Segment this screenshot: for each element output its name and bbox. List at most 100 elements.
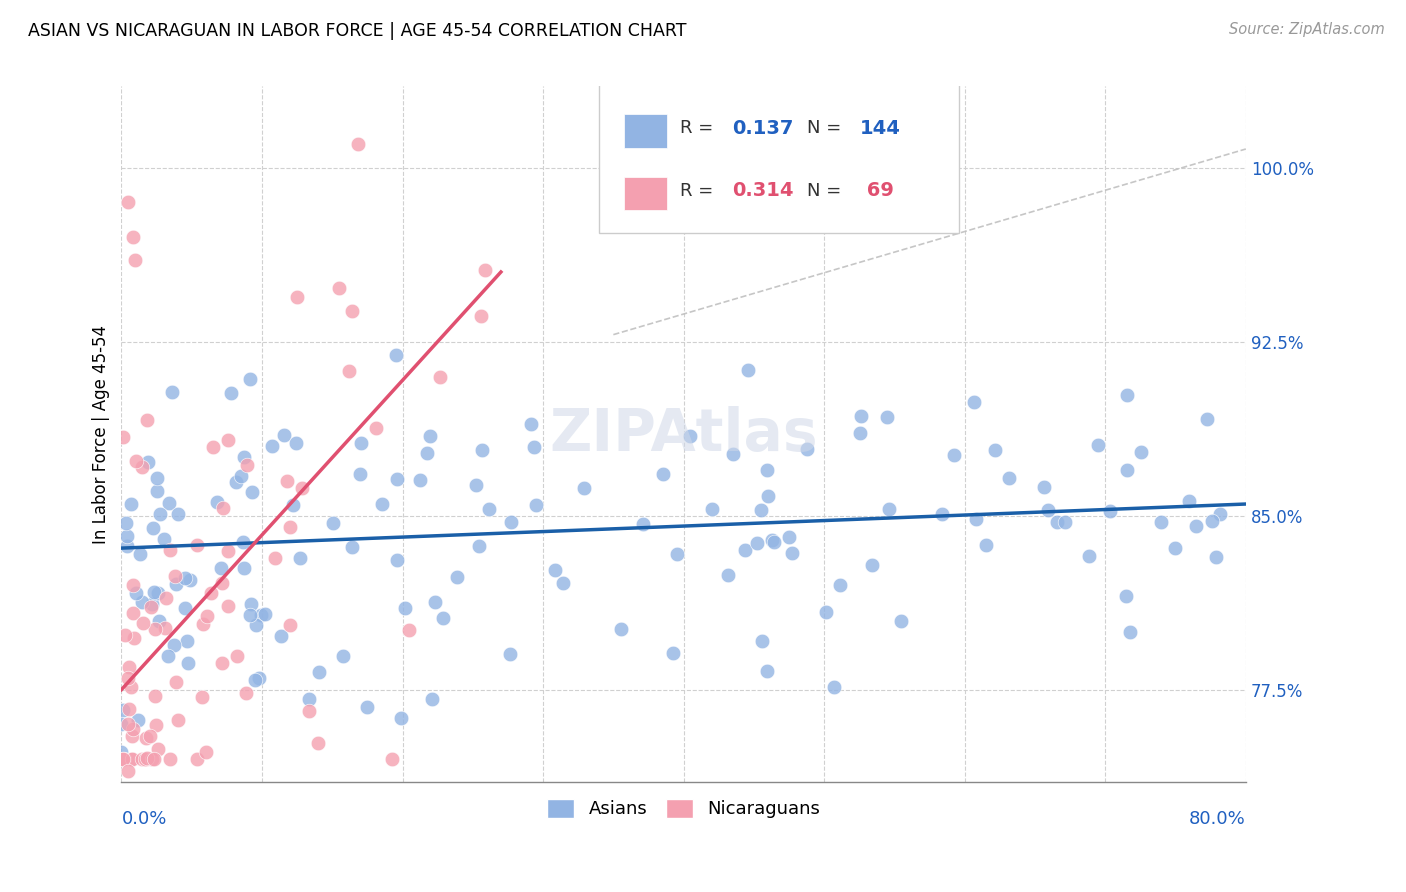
Point [965,511,987,525]
Point [239,608,262,623]
Point [291,481,314,495]
Point [1150,515,1173,529]
Point [191,617,214,632]
Point [717,567,740,582]
Point [110,717,132,731]
Point [1119,624,1142,639]
FancyBboxPatch shape [624,114,666,147]
Point [633,516,655,531]
Point [350,436,373,450]
Point [984,443,1007,458]
Text: 0.137: 0.137 [733,119,793,137]
Point [117,717,139,731]
Point [149,507,172,521]
Point [262,439,284,453]
Point [468,539,491,553]
Point [231,469,253,483]
Point [134,752,156,766]
Point [1098,504,1121,518]
Text: 0.314: 0.314 [733,181,793,201]
Point [474,263,496,277]
Point [132,615,155,630]
Point [276,474,298,488]
Point [177,657,200,671]
Point [446,570,468,584]
Point [129,547,152,561]
Text: ASIAN VS NICARAGUAN IN LABOR FORCE | AGE 45-54 CORRELATION CHART: ASIAN VS NICARAGUAN IN LABOR FORCE | AGE… [28,22,686,40]
Point [205,495,228,509]
Point [371,497,394,511]
Point [394,601,416,615]
Point [115,539,138,553]
Y-axis label: In Labor Force | Age 45-54: In Labor Force | Age 45-54 [93,325,110,544]
Point [211,575,233,590]
Point [498,647,520,661]
Text: 0.0%: 0.0% [121,810,167,829]
Point [1129,445,1152,459]
Point [148,586,170,600]
Point [120,680,142,694]
Text: N =: N = [807,182,848,200]
Point [761,533,783,547]
Point [737,363,759,377]
Point [136,413,159,427]
Point [124,253,146,268]
Point [159,752,181,766]
Point [734,542,756,557]
Point [157,648,180,663]
Point [117,764,139,778]
Point [122,722,145,736]
Point [110,745,132,759]
Point [876,409,898,424]
Legend: Asians, Nicaraguans: Asians, Nicaraguans [540,792,827,826]
Text: 69: 69 [860,181,894,201]
Point [236,458,259,472]
Point [652,467,675,482]
Point [974,537,997,551]
Point [131,459,153,474]
Point [471,442,494,457]
Point [1201,514,1223,528]
Point [165,675,187,690]
Point [200,585,222,599]
Point [1046,516,1069,530]
Point [145,483,167,498]
Point [118,702,141,716]
Point [111,752,134,766]
Point [398,623,420,637]
Point [121,606,143,620]
Point [159,543,181,558]
Point [121,230,143,244]
Point [1178,493,1201,508]
Point [849,426,872,441]
Point [543,563,565,577]
Point [387,553,409,567]
Point [381,752,404,766]
Point [890,614,912,628]
Point [796,442,818,457]
Point [179,573,201,587]
Point [121,752,143,766]
Point [121,752,143,766]
Point [307,736,329,750]
Point [152,532,174,546]
Point [278,520,301,534]
Point [963,395,986,409]
Point [270,629,292,643]
Point [136,751,159,765]
Point [308,665,330,680]
Point [1038,502,1060,516]
Point [943,448,966,462]
Point [389,711,412,725]
Point [211,656,233,670]
Point [1164,541,1187,555]
Point [247,671,270,685]
Point [665,547,688,561]
Point [416,446,439,460]
Point [523,440,546,454]
Point [117,195,139,210]
Text: R =: R = [681,120,720,137]
FancyBboxPatch shape [599,83,959,233]
Point [217,599,239,613]
Point [131,752,153,766]
